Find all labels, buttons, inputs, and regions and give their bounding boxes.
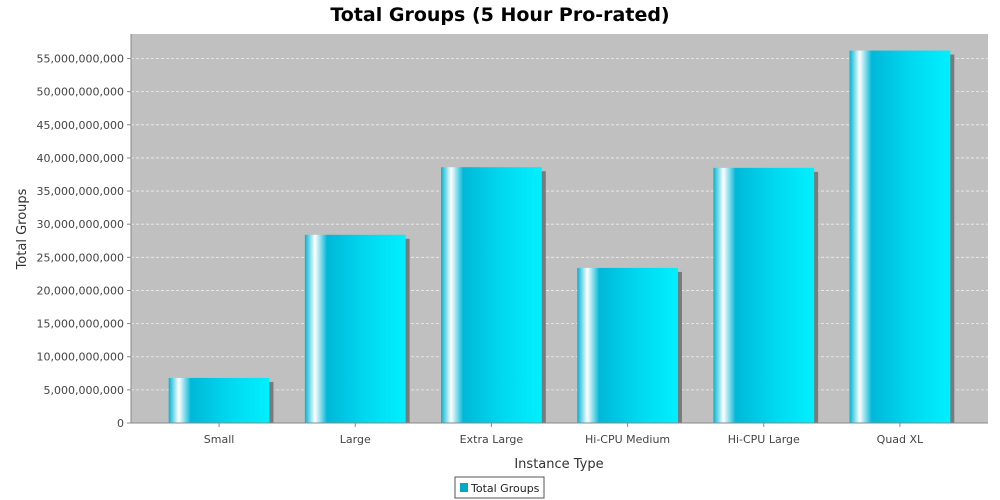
y-axis-ticks: 0 5,000,000,000 10,000,000,000 15,000,000,0…: [37, 53, 131, 430]
y-tick-label: 25,000,000,000: [37, 251, 124, 264]
x-tick-label: Extra Large: [460, 433, 524, 446]
legend-label: Total Groups: [470, 482, 540, 495]
x-tick-label: Small: [204, 433, 235, 446]
y-tick-label: 0: [117, 417, 124, 430]
y-tick-label: 30,000,000,000: [37, 218, 124, 231]
legend-box: [454, 476, 545, 499]
y-tick-label: 15,000,000,000: [37, 318, 124, 331]
bar-small: [168, 377, 270, 423]
y-tick-label: 20,000,000,000: [37, 284, 124, 297]
plot-area: [131, 34, 988, 423]
grid-lines: [131, 58, 988, 391]
bar-large: [304, 234, 406, 423]
x-tick-label: Large: [340, 433, 371, 446]
y-tick-label: 5,000,000,000: [44, 384, 124, 397]
x-axis-title: Instance Type: [514, 457, 603, 472]
x-tick-label: Quad XL: [877, 433, 924, 446]
legend: Total Groups: [454, 476, 545, 499]
x-tick-label: Hi-CPU Medium: [585, 433, 670, 446]
y-tick-label: 35,000,000,000: [37, 185, 124, 198]
bar-extra-large: [441, 167, 542, 423]
bar-quad-xl: [849, 50, 951, 423]
y-axis-title: Total Groups: [15, 188, 30, 270]
bar-hi-cpu-medium: [577, 267, 678, 423]
legend-swatch: [460, 483, 468, 492]
y-tick-label: 45,000,000,000: [37, 119, 124, 132]
y-tick-label: 50,000,000,000: [37, 86, 124, 99]
y-tick-label: 10,000,000,000: [37, 351, 124, 364]
bar-hi-cpu-large: [713, 167, 815, 423]
y-tick-label: 40,000,000,000: [37, 152, 124, 165]
x-axis-ticks: Small Large Extra Large Hi-CPU Medium Hi-CPU…: [204, 423, 924, 446]
x-tick-label: Hi-CPU Large: [728, 433, 800, 446]
y-tick-label: 55,000,000,000: [37, 53, 124, 66]
chart-title: Total Groups (5 Hour Pro-rated): [330, 4, 669, 26]
bars: [168, 50, 955, 423]
